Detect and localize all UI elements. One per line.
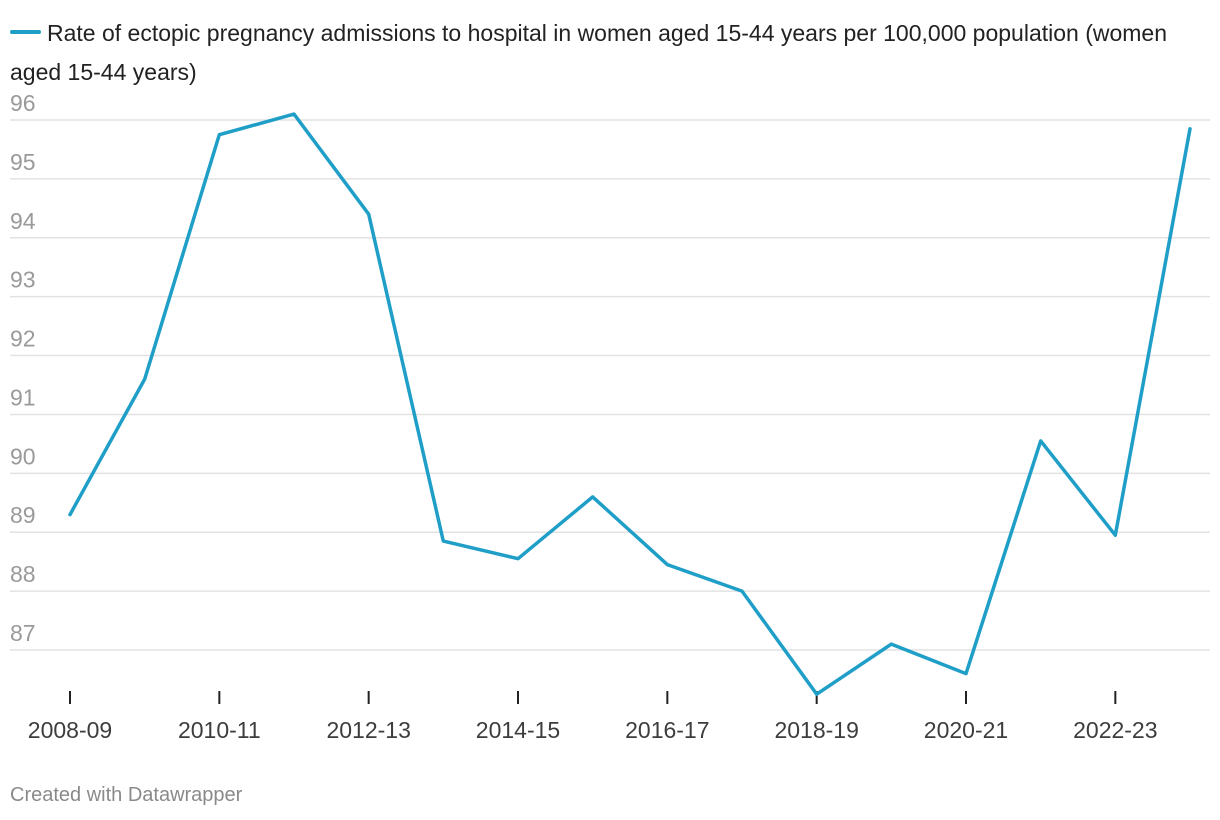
legend-label: Rate of ectopic pregnancy admissions to … [10, 20, 1168, 85]
x-tick-label-2012-13: 2012-13 [326, 717, 410, 743]
series-line [68, 112, 1192, 696]
y-tick-label-90: 90 [10, 443, 36, 469]
datawrapper-credit: Created with Datawrapper [10, 784, 243, 806]
y-tick-label-89: 89 [10, 502, 36, 528]
x-tick-label-2016-17: 2016-17 [625, 717, 709, 743]
x-tick-label-2008-09: 2008-09 [28, 717, 112, 743]
y-tick-label-93: 93 [10, 267, 36, 293]
y-tick-label-87: 87 [10, 620, 36, 646]
legend-swatch [10, 29, 41, 34]
x-tick-label-2014-15: 2014-15 [476, 717, 560, 743]
x-tick-label-2010-11: 2010-11 [178, 717, 261, 743]
x-tick-label-2018-19: 2018-19 [774, 717, 858, 743]
chart-legend: Rate of ectopic pregnancy admissions to … [10, 14, 1190, 92]
y-tick-label-95: 95 [10, 149, 36, 175]
y-tick-label-91: 91 [10, 384, 36, 410]
y-tick-label-96: 96 [10, 90, 36, 116]
x-tick-label-2020-21: 2020-21 [924, 717, 1008, 743]
y-tick-label-92: 92 [10, 326, 36, 352]
y-tick-label-94: 94 [10, 208, 36, 234]
y-tick-label-88: 88 [10, 561, 36, 587]
x-tick-label-2022-23: 2022-23 [1073, 717, 1157, 743]
